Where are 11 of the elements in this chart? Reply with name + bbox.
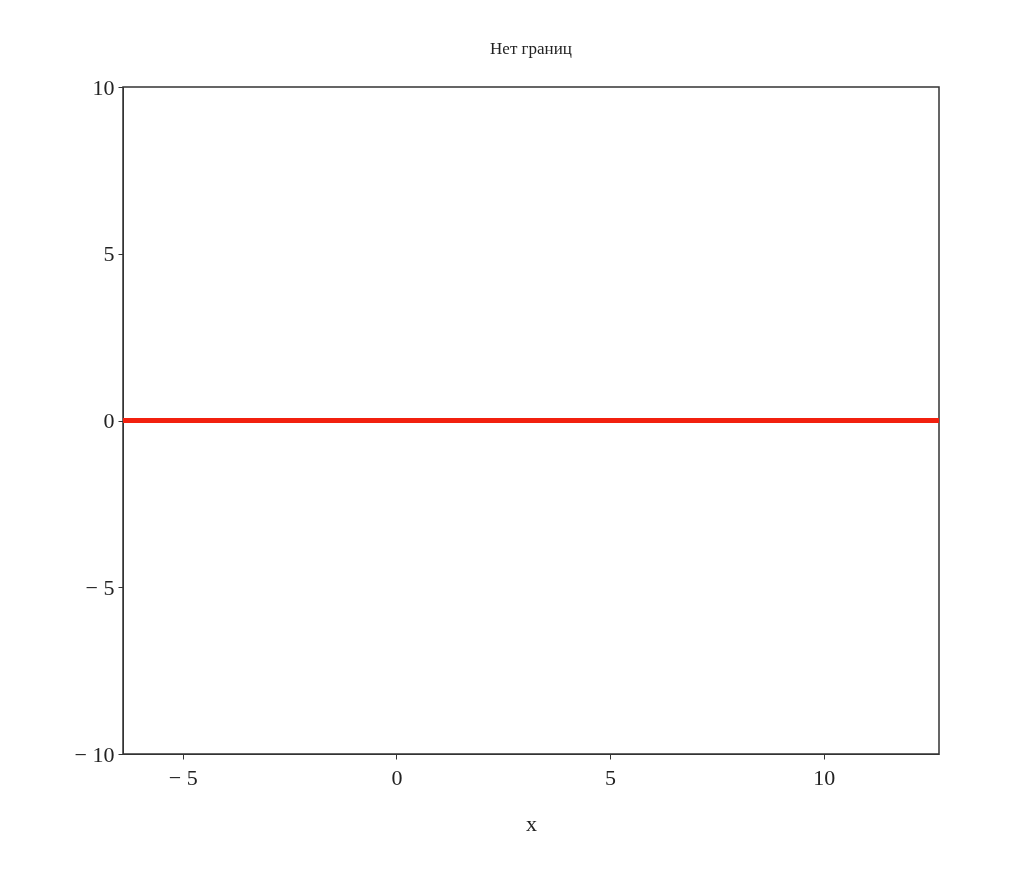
y-tick-label: 10 bbox=[92, 74, 115, 100]
y-tick-label: 5 bbox=[103, 241, 115, 267]
y-tick-label: − 5 bbox=[85, 574, 115, 600]
chart-title: Нет границ bbox=[490, 39, 572, 58]
x-tick-label: − 5 bbox=[168, 764, 198, 790]
x-tick-label: 10 bbox=[813, 764, 836, 790]
x-axis-title: x bbox=[526, 810, 537, 836]
y-tick-label: − 10 bbox=[74, 741, 115, 767]
x-tick-label: 0 bbox=[391, 764, 403, 790]
y-tick-label: 0 bbox=[103, 408, 115, 433]
x-tick-label: 5 bbox=[605, 764, 617, 790]
